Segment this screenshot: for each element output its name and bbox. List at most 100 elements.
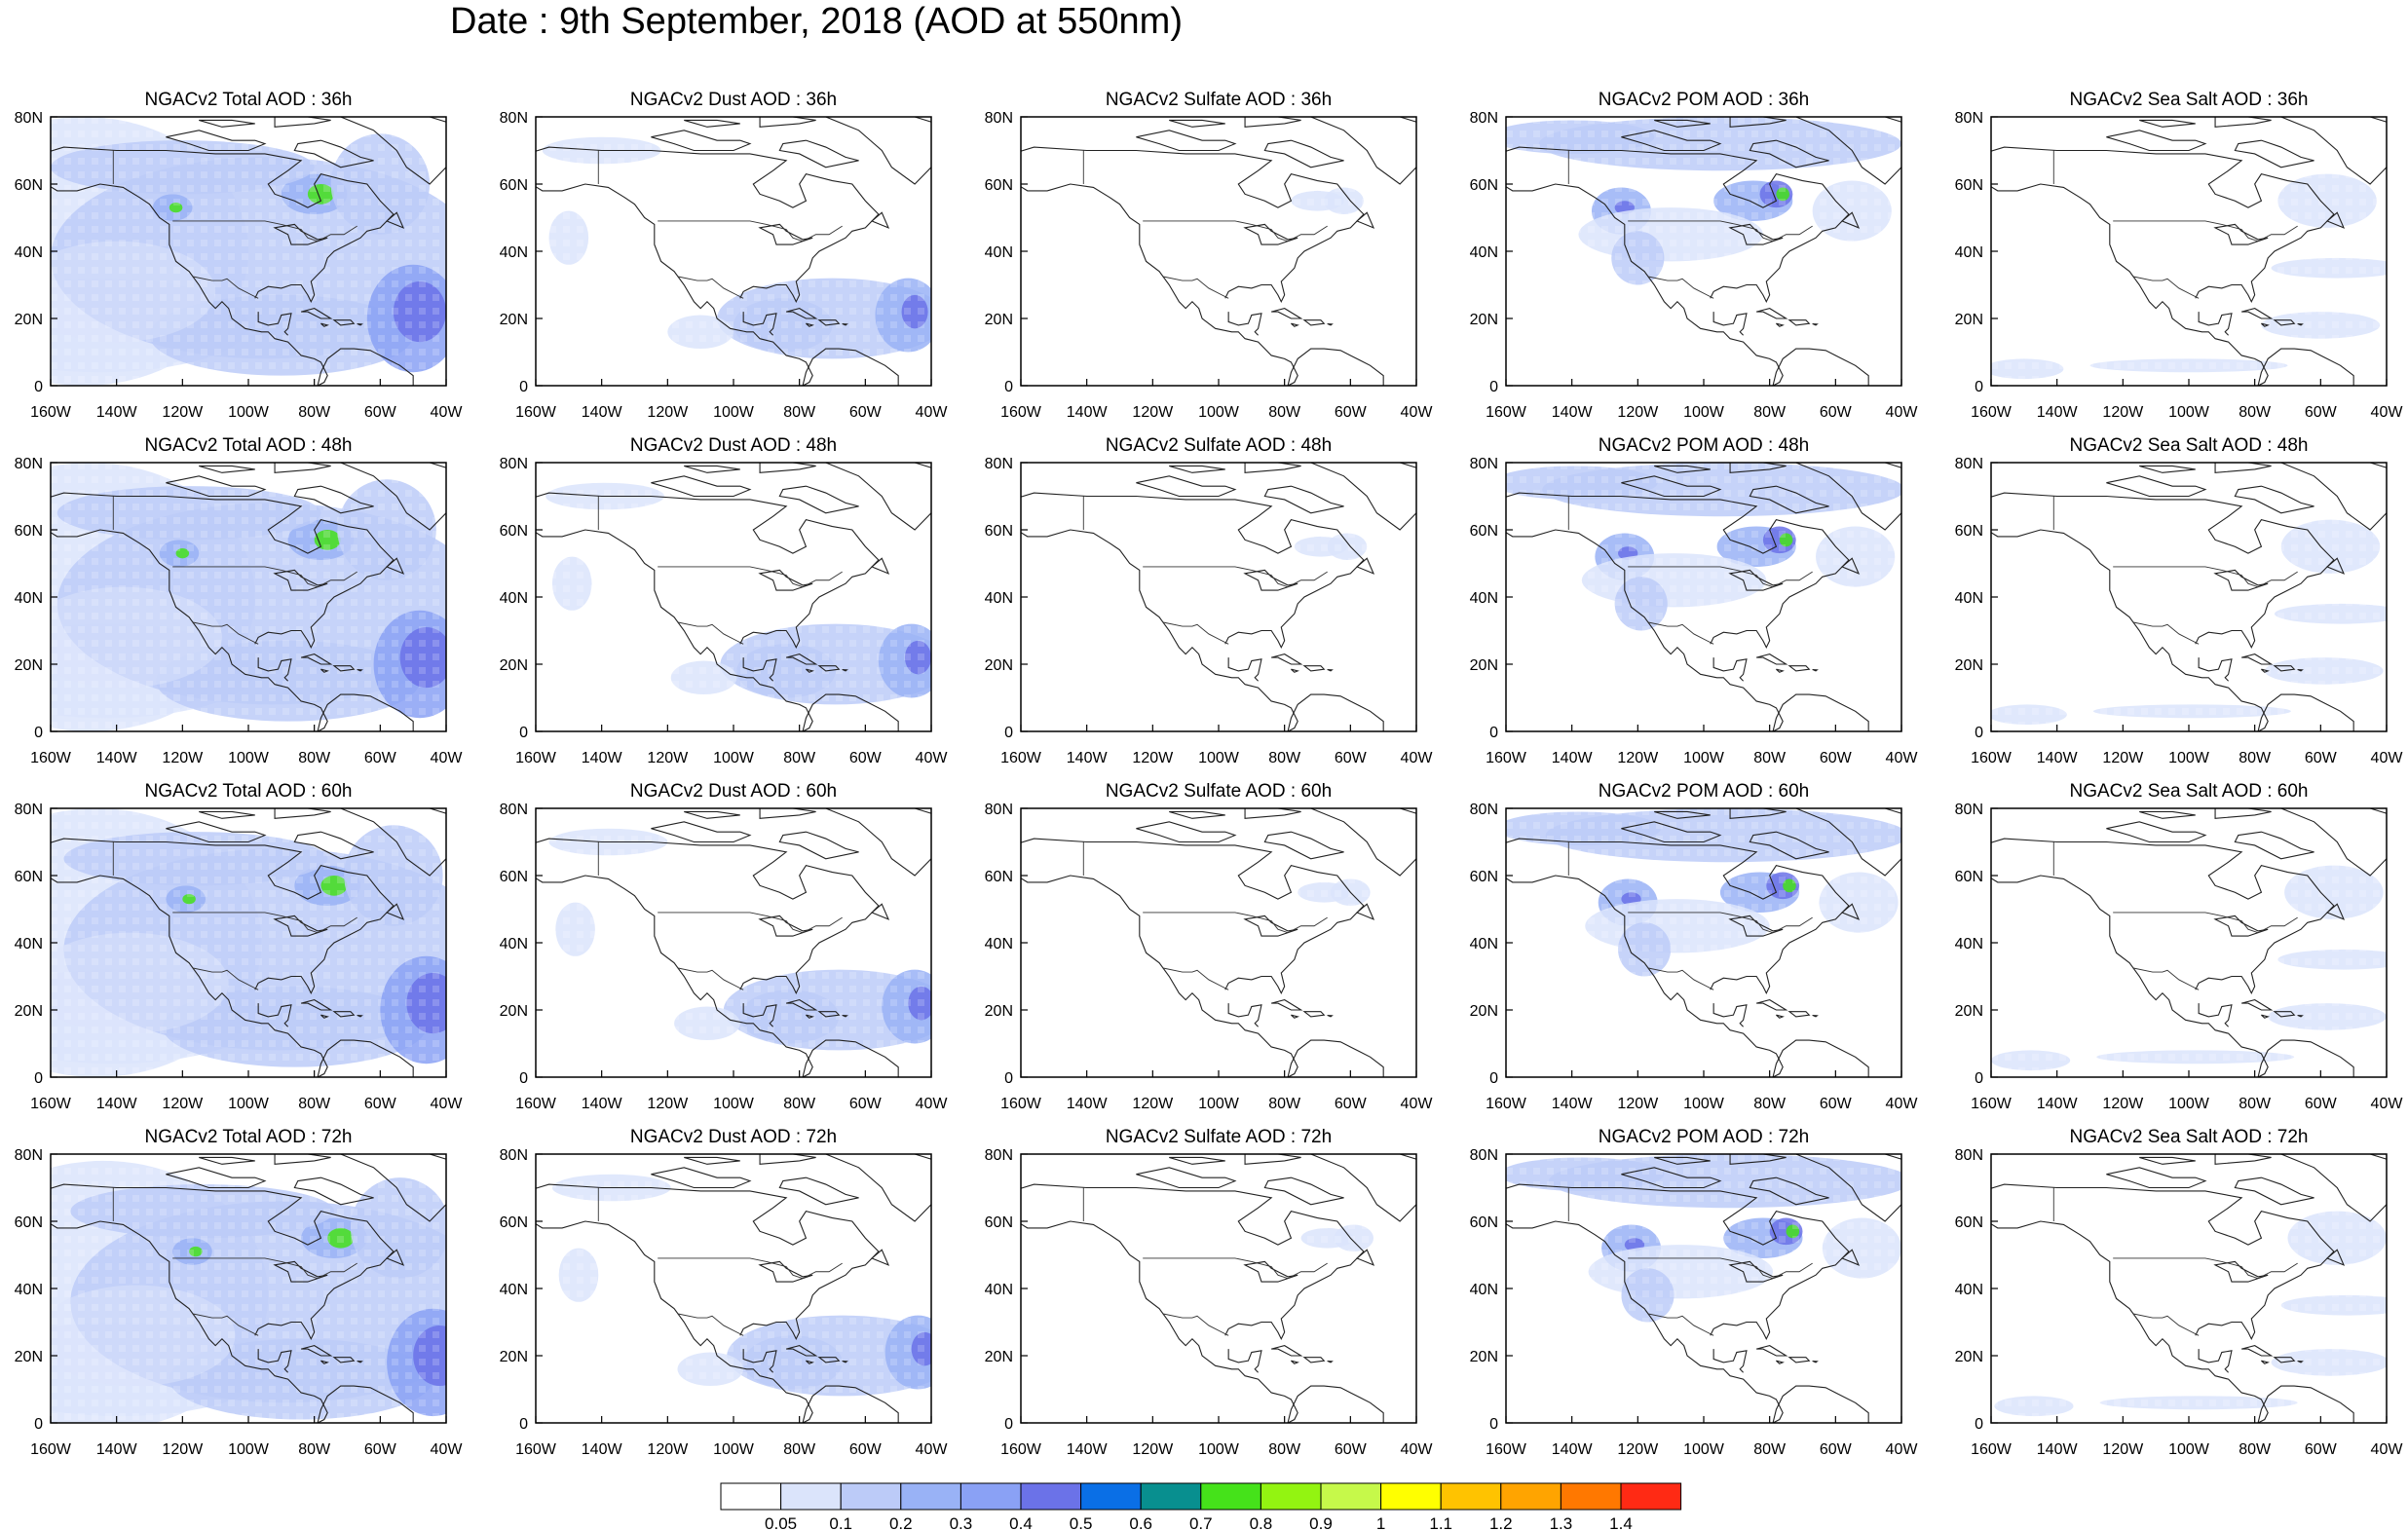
colorbar-box-3 (900, 1482, 961, 1511)
south-america-coastline (1772, 693, 1869, 731)
caribbean-island-0 (785, 999, 818, 1011)
y-tick-label: 40N (1955, 1282, 1983, 1298)
us-canada-border (1143, 1257, 1328, 1280)
x-tick-label: 80W (783, 1441, 816, 1458)
arctic-island-2 (1263, 831, 1344, 860)
us-mexico-border (1162, 621, 1229, 645)
caribbean-island-3 (2297, 1014, 2304, 1018)
y-tick-label: 60N (1470, 523, 1498, 540)
atlantic-arctic-coastline (1021, 838, 1365, 994)
pixel-texture (1991, 463, 2387, 731)
colorbar-box-11 (1380, 1482, 1442, 1511)
x-tick-label: 60W (1820, 1441, 1853, 1458)
pacific-coastline (1506, 183, 1784, 386)
y-tick-label: 0 (1004, 1416, 1013, 1433)
x-tick-label: 80W (1753, 750, 1787, 766)
atlantic-arctic-coastline (1506, 492, 1850, 649)
arctic-island-2 (293, 1176, 374, 1206)
y-tick-label: 60N (500, 523, 528, 540)
caribbean-island-0 (1755, 999, 1788, 1011)
us-canada-border (1628, 912, 1813, 934)
map-panel-sea-salt-36h: NGACv2 Sea Salt AOD : 36h 160W 140W 120W 100… (1955, 90, 2404, 421)
x-tick-label: 60W (2305, 1441, 2338, 1458)
x-tick-label: 100W (713, 1441, 755, 1458)
us-mexico-border (2132, 967, 2200, 990)
arctic-island-5 (2326, 211, 2346, 229)
arctic-island-5 (1356, 211, 1375, 229)
x-tick-label: 140W (582, 1441, 623, 1458)
atlantic-arctic-coastline (51, 838, 395, 994)
aod-field (1991, 808, 2387, 1077)
caribbean-island-3 (842, 322, 848, 326)
caribbean-island-1 (2273, 1357, 2296, 1363)
caribbean-island-2 (2261, 668, 2270, 673)
y-tick-label: 40N (985, 244, 1013, 261)
colorbar-label: 0.2 (889, 1514, 913, 1531)
y-tick-label: 60N (985, 177, 1013, 194)
y-tick-label: 80N (15, 456, 43, 472)
arctic-island-1 (1729, 1154, 1787, 1165)
x-tick-label: 40W (431, 1096, 464, 1112)
pixel-texture (1506, 808, 1901, 1077)
x-tick-label: 80W (298, 750, 331, 766)
map-panel-sea-salt-48h: NGACv2 Sea Salt AOD : 48h 160W 140W 120W 100… (1955, 435, 2404, 766)
x-tick-label: 60W (849, 750, 883, 766)
y-tick-label: 80N (1955, 1147, 1983, 1164)
y-tick-label: 60N (985, 1214, 1013, 1231)
y-tick-label: 60N (15, 523, 43, 540)
x-tick-label: 60W (364, 1441, 397, 1458)
south-america-coastline (802, 1385, 899, 1423)
x-tick-label: 140W (582, 404, 623, 421)
map-panel-sulfate-60h: NGACv2 Sulfate AOD : 60h 160W 140W 120W 100W… (985, 781, 1434, 1112)
y-tick-label: 0 (519, 1416, 528, 1433)
x-tick-label: 160W (1486, 404, 1527, 421)
atlantic-arctic-coastline (51, 146, 395, 303)
x-tick-label: 80W (2239, 1096, 2272, 1112)
x-tick-label: 80W (2239, 1441, 2272, 1458)
y-tick-label: 0 (1975, 1070, 1983, 1087)
arctic-island-0 (1136, 130, 1237, 152)
arctic-island-4 (825, 1154, 931, 1222)
aod-field (536, 808, 931, 1077)
y-tick-label: 40N (500, 590, 528, 607)
us-mexico-border (677, 276, 744, 299)
map-panel-dust-60h: NGACv2 Dust AOD : 60h 160W 140W 120W 100W 80W… (500, 781, 949, 1112)
arctic-island-2 (1263, 139, 1344, 168)
x-tick-label: 80W (783, 1096, 816, 1112)
aod-field (1991, 463, 2387, 731)
south-america-coastline (317, 348, 414, 386)
aod-field (51, 1154, 446, 1423)
arctic-island-3 (1169, 810, 1225, 819)
x-tick-label: 100W (228, 750, 270, 766)
caribbean-island-2 (320, 322, 329, 327)
x-tick-label: 120W (1617, 404, 1659, 421)
x-tick-label: 60W (1335, 1096, 1368, 1112)
x-tick-label: 80W (1753, 1441, 1787, 1458)
x-tick-label: 100W (2168, 1096, 2210, 1112)
caribbean-island-3 (842, 1014, 848, 1018)
yucatan-coastline (1227, 312, 1262, 336)
x-tick-label: 120W (647, 1441, 689, 1458)
atlantic-arctic-coastline (1021, 146, 1365, 303)
pixel-texture (1021, 1154, 1416, 1423)
x-tick-label: 40W (916, 1096, 949, 1112)
arctic-island-1 (274, 463, 331, 473)
caribbean-island-2 (320, 668, 329, 673)
arctic-island-2 (778, 831, 859, 860)
map-panel-pom-48h: NGACv2 POM AOD : 48h 160W 140W 120W 100W 80W 6… (1470, 435, 1919, 766)
y-tick-label: 20N (1470, 1003, 1498, 1020)
y-tick-label: 0 (519, 1070, 528, 1087)
atlantic-arctic-coastline (536, 838, 880, 994)
us-canada-border (1628, 220, 1813, 243)
y-tick-label: 20N (500, 657, 528, 674)
map-panel-pom-60h: NGACv2 POM AOD : 60h 160W 140W 120W 100W 80W 6… (1470, 781, 1919, 1112)
arctic-island-3 (684, 810, 740, 819)
caribbean-island-1 (2273, 1011, 2296, 1018)
caribbean-island-0 (1270, 1345, 1303, 1357)
panel-title: NGACv2 Total AOD : 72h (145, 1127, 353, 1147)
caribbean-island-3 (842, 1360, 848, 1363)
panels-layer: NGACv2 Total AOD : 36h 160W 140W 120W 100W 80… (15, 90, 2404, 1458)
arctic-island-2 (1749, 485, 1829, 514)
y-tick-label: 40N (1470, 1282, 1498, 1298)
arctic-island-2 (2234, 1176, 2314, 1206)
